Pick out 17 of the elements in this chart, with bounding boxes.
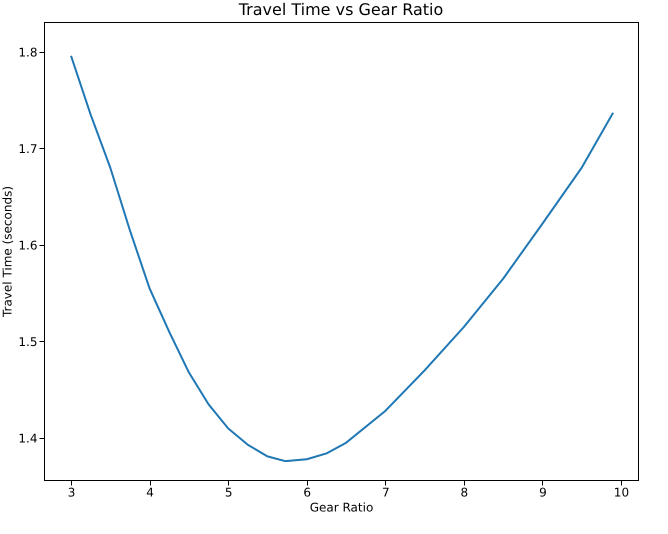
y-tick-label: 1.5: [18, 334, 38, 349]
x-tick-label: 8: [460, 486, 468, 500]
x-tick-label: 10: [614, 486, 630, 500]
x-tick-label: 7: [382, 486, 390, 500]
line-series: [70, 54, 614, 462]
x-tick-label: 5: [224, 486, 232, 500]
y-axis-title: Travel Time (seconds): [0, 186, 14, 318]
x-tick-label: 9: [539, 486, 547, 500]
y-tick-label: 1.6: [18, 238, 38, 252]
x-tick-label: 4: [146, 486, 154, 500]
y-tick-label: 1.7: [18, 142, 38, 156]
x-axis-title: Gear Ratio: [310, 500, 374, 514]
y-tick-label: 1.4: [18, 432, 38, 446]
x-tick-label: 6: [303, 486, 312, 500]
y-tick-label: 1.8: [18, 45, 38, 60]
x-tick-label: 3: [68, 486, 76, 500]
chart-title: Travel Time vs Gear Ratio: [238, 0, 444, 19]
